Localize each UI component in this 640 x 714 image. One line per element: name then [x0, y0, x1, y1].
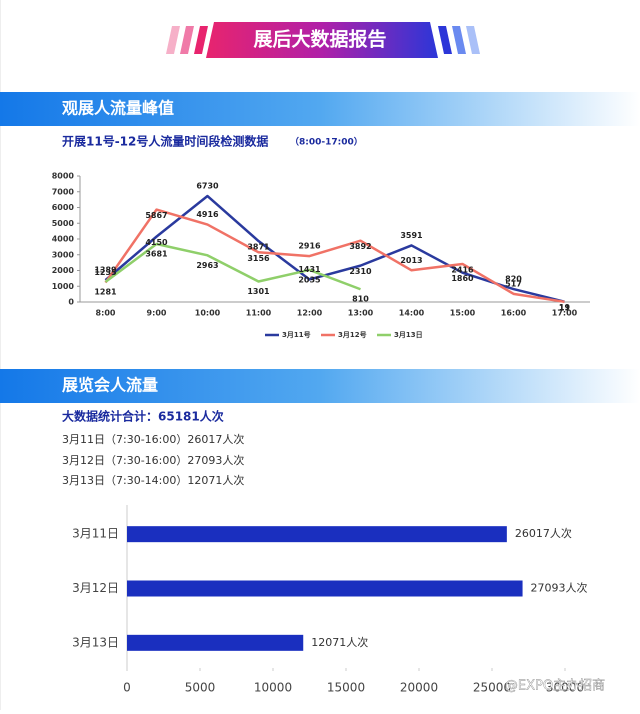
chart-subtitle: （8:00-17:00） [290, 137, 363, 148]
data-label: 2963 [196, 261, 218, 270]
x-tick-label: 10000 [254, 681, 292, 695]
data-label: 810 [352, 295, 369, 304]
banner-title: 展后大数据报告 [253, 28, 386, 51]
data-label: 3892 [349, 242, 371, 251]
y-tick-label: 3月13日 [72, 635, 119, 649]
data-label: 3591 [400, 231, 423, 240]
data-label: 2013 [400, 256, 422, 265]
y-tick-label: 3月11日 [72, 527, 119, 541]
data-label: 5867 [145, 211, 167, 220]
x-tick-label: 8:00 [96, 309, 116, 318]
x-tick-label: 16:00 [501, 309, 527, 318]
bar [127, 526, 507, 543]
x-tick-label: 13:00 [348, 309, 374, 318]
x-tick-label: 17:00 [552, 309, 578, 318]
bar [127, 634, 304, 651]
data-label: 517 [505, 279, 522, 288]
legend-label: 3月12号 [338, 330, 367, 339]
data-label: 1281 [94, 287, 117, 296]
x-tick-label: 14:00 [399, 309, 425, 318]
y-tick-label: 4000 [52, 235, 75, 244]
data-label: 2310 [349, 267, 372, 276]
data-label: 4916 [196, 210, 219, 219]
banner-deco [166, 22, 480, 58]
data-label: 11 [559, 303, 571, 312]
data-label: 4150 [145, 238, 168, 247]
y-tick-label: 8000 [52, 172, 75, 181]
bar [127, 580, 523, 597]
x-tick-label: 15:00 [450, 309, 476, 318]
detail: 3月11日（7:30-16:00）26017人次 [62, 432, 244, 446]
x-tick-label: 5000 [185, 681, 216, 695]
data-label: 1301 [247, 287, 270, 296]
x-tick-label: 20000 [400, 681, 438, 695]
data-label: 2916 [298, 242, 321, 251]
x-tick-label: 15000 [327, 681, 365, 695]
x-tick-label: 10:00 [195, 309, 221, 318]
x-tick-label: 12:00 [297, 309, 323, 318]
data-label: 820 [505, 275, 522, 284]
data-label: 3681 [145, 250, 168, 259]
data-label: 3871 [247, 243, 270, 252]
section-header [0, 92, 640, 126]
y-tick-label: 6000 [52, 203, 75, 212]
x-tick-label: 0 [123, 681, 131, 695]
x-tick-label: 11:00 [246, 309, 272, 318]
x-tick-label: 25000 [473, 681, 511, 695]
y-tick-label: 2000 [52, 266, 75, 275]
detail: 3月12日（7:30-16:00）27093人次 [62, 453, 244, 467]
data-label: 6730 [196, 182, 219, 191]
data-label: 2416 [451, 265, 474, 274]
detail: 3月13日（7:30-14:00）12071人次 [62, 473, 244, 487]
data-label: 1235 [94, 268, 117, 277]
section-title: 展览会人流量 [62, 376, 158, 395]
y-tick-label: 3月12日 [72, 581, 119, 595]
data-label: 27093人次 [531, 581, 588, 595]
chart-title: 开展11号-12号人流量时间段检测数据 [62, 134, 268, 149]
y-tick-label: 7000 [52, 187, 75, 196]
series-line [104, 242, 361, 291]
data-label: 19 [559, 303, 571, 312]
data-label: 1389 [94, 266, 117, 275]
y-tick-label: 5000 [52, 219, 75, 228]
summary: 大数据统计合计：65181人次 [62, 409, 224, 424]
legend-label: 3月11号 [282, 330, 311, 339]
section-header [0, 369, 640, 403]
data-label: 1431 [298, 265, 321, 274]
legend-label: 3月13日 [394, 331, 423, 339]
y-tick-label: 3000 [52, 250, 75, 259]
series-line [104, 208, 565, 304]
x-tick-label: 9:00 [147, 309, 167, 318]
data-label: 2035 [298, 275, 321, 284]
watermark: @EXPO主办招商 [505, 679, 605, 694]
data-label: 12071人次 [311, 635, 368, 649]
x-tick-label: 30000 [546, 681, 584, 695]
section-title: 观展人流量峰值 [62, 99, 174, 118]
data-label: 3156 [247, 254, 270, 263]
data-label: 1860 [451, 274, 474, 283]
y-tick-label: 0 [68, 298, 74, 307]
data-label: 26017人次 [515, 526, 572, 540]
y-tick-label: 1000 [52, 282, 75, 291]
